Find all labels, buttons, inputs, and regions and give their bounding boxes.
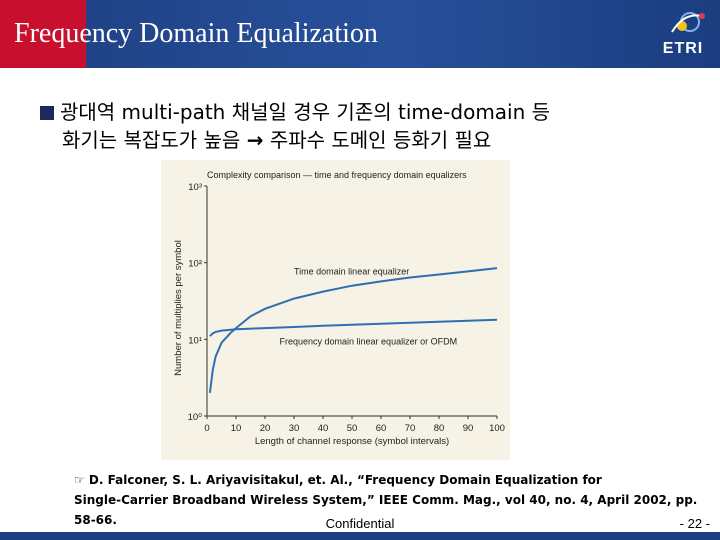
y-tick-label: 10³	[188, 182, 202, 193]
slide-title: Frequency Domain Equalization	[14, 18, 378, 49]
etri-logo-text: ETRI	[662, 40, 704, 57]
etri-logo: ETRI	[652, 8, 714, 62]
reference-line-2: Single-Carrier Broadband Wireless System…	[74, 493, 698, 527]
series-label-1: Frequency domain linear equalizer or OFD…	[280, 337, 458, 347]
series-line-1	[209, 318, 498, 337]
series-line-0	[208, 267, 498, 394]
bullet-line-1: 광대역 multi-path 채널일 경우 기존의 time-domain 등	[60, 100, 551, 124]
y-tick-label: 10⁰	[188, 412, 203, 423]
complexity-chart-svg: Complexity comparison — time and frequen…	[173, 170, 505, 447]
bullet-line-2a: 화기는 복잡도가 높음	[62, 128, 241, 152]
etri-logo-icon	[671, 12, 705, 33]
y-tick-label: 10¹	[188, 335, 202, 346]
bullet-square-icon	[40, 106, 54, 120]
complexity-chart: Complexity comparison — time and frequen…	[161, 160, 510, 460]
reference-line-1: ☞ D. Falconer, S. L. Ariyavisitakul, et.…	[74, 473, 602, 487]
chart-xlabel: Length of channel response (symbol inter…	[255, 436, 449, 447]
chart-series	[208, 267, 498, 394]
x-tick-label: 30	[289, 423, 300, 434]
footer-bar	[0, 532, 720, 540]
x-tick-label: 40	[318, 423, 329, 434]
x-tick-label: 10	[231, 423, 242, 434]
bullet-point: 광대역 multi-path 채널일 경우 기존의 time-domain 등 …	[40, 98, 700, 154]
chart-series-labels: Time domain linear equalizer Frequency do…	[280, 267, 458, 347]
slide-header: Frequency Domain Equalization ETRI	[0, 0, 720, 68]
header-red-block	[0, 0, 86, 68]
chart-ticks: 0 10 20 30 40 50 60 70 80 90 100 10³ 10² 10¹ 10⁰	[188, 182, 505, 434]
x-tick-label: 50	[347, 423, 358, 434]
page-number: - 22 -	[679, 516, 710, 531]
x-tick-label: 60	[376, 423, 387, 434]
right-arrow-icon: →	[246, 128, 264, 152]
y-tick-label: 10²	[188, 259, 202, 270]
reference-citation: ☞ D. Falconer, S. L. Ariyavisitakul, et.…	[74, 470, 704, 530]
confidential-label: Confidential	[325, 516, 395, 531]
chart-axes	[206, 186, 497, 417]
x-tick-label: 80	[434, 423, 445, 434]
x-tick-label: 70	[405, 423, 416, 434]
chart-title: Complexity comparison — time and frequen…	[207, 170, 467, 180]
x-tick-label: 0	[204, 423, 209, 434]
x-tick-label: 90	[463, 423, 474, 434]
chart-ylabel: Number of multiplies per symbol	[173, 240, 184, 376]
bullet-line-2b: 주파수 도메인 등화기 필요	[269, 128, 492, 152]
series-label-0: Time domain linear equalizer	[294, 267, 409, 277]
x-tick-label: 20	[260, 423, 271, 434]
x-tick-label: 100	[489, 423, 505, 434]
